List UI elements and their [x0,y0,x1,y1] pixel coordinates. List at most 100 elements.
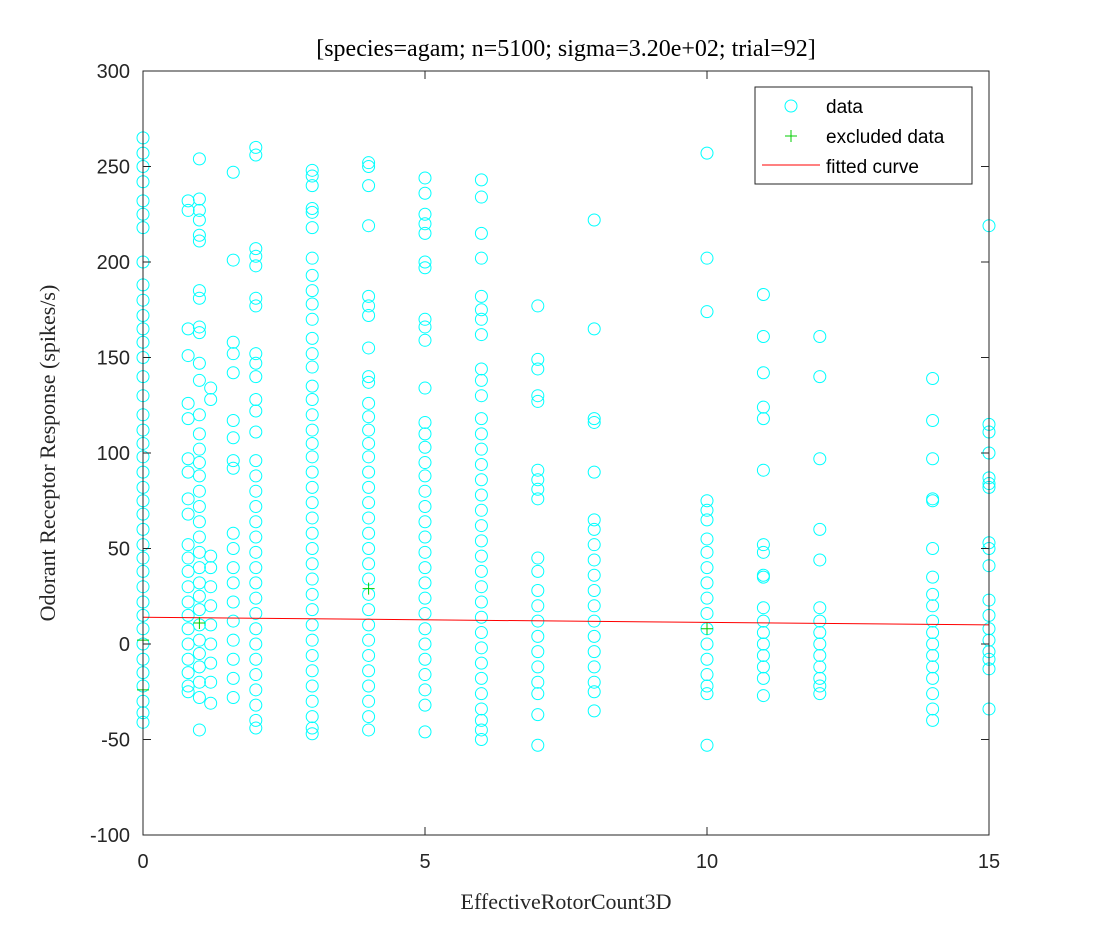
data-point [474,312,488,326]
data-point [249,425,263,439]
data-point [756,614,770,628]
data-point [474,564,488,578]
data-point [813,601,827,615]
fitted-curve-line [142,616,990,626]
data-point [305,542,319,555]
data-point [192,203,206,217]
data-point [192,326,206,340]
data-point [756,400,770,414]
data-point [700,652,714,666]
data-point [226,576,240,590]
data-point [226,165,240,179]
data-point [362,450,376,464]
data-point [813,329,827,343]
data-point [418,637,432,651]
data-point [305,679,319,693]
legend-data-label: data [826,97,863,118]
data-point [700,305,714,319]
data-point [362,299,376,313]
data-point [362,423,376,437]
x-tick-label: 10 [696,851,718,873]
data-point [926,702,940,716]
data-point [362,511,376,525]
data-point [474,389,488,403]
data-point [249,652,263,666]
data-point [700,513,714,527]
data-point [204,696,218,710]
data-point [192,660,206,674]
data-point [305,694,319,708]
data-point [181,551,195,565]
data-point [305,496,319,510]
data-point [226,614,240,628]
data-point [305,393,319,407]
data-point [756,626,770,640]
data-point [362,542,376,555]
data-point [756,601,770,615]
data-point [249,242,263,256]
data-point [474,457,488,471]
data-point [249,561,263,575]
data-point [474,549,488,563]
data-point [226,347,240,361]
data-point [474,442,488,456]
data-point [192,373,206,387]
data-point [181,492,195,506]
data-point [756,545,770,559]
chart-title: [species=agam; n=5100; sigma=3.20e+02; t… [316,36,816,62]
data-point [181,507,195,521]
data-point [192,589,206,603]
data-point [305,221,319,235]
data-point [756,660,770,674]
data-point [192,291,206,305]
data-point [756,463,770,477]
data-point [249,668,263,682]
data-point [305,465,319,479]
data-point [474,251,488,265]
data-point [474,702,488,716]
data-point [192,603,206,617]
data-point [192,545,206,559]
data-point [362,603,376,617]
data-point [192,530,206,544]
data-point [192,427,206,441]
data-point [181,396,195,410]
data-point [249,259,263,273]
data-point [362,694,376,708]
data-point [418,683,432,697]
data-point [249,148,263,162]
data-point [700,146,714,160]
data-point [418,530,432,544]
data-point [226,561,240,575]
data-point [700,532,714,546]
data-point [531,299,545,313]
data-point [418,545,432,559]
y-axis-label: Odorant Receptor Response (spikes/s) [35,285,60,622]
data-point [813,660,827,674]
data-point [192,515,206,529]
data-point [181,538,195,552]
x-axis-label: EffectiveRotorCount3D [461,889,672,914]
data-point [249,291,263,305]
data-point [305,202,319,216]
fit-layer [142,616,990,626]
data-point [926,494,940,508]
data-point [181,412,195,426]
data-point [531,463,545,477]
data-point [700,637,714,651]
data-point [226,542,240,555]
data-point [249,530,263,544]
data-point [531,362,545,376]
data-point [813,553,827,567]
data-point [531,629,545,643]
data-point [418,652,432,666]
data-point [362,410,376,424]
data-point [587,538,601,552]
data-point [249,515,263,529]
data-point [926,713,940,727]
data-point [362,723,376,737]
data-point [181,608,195,622]
data-point [418,217,432,231]
data-point [204,393,218,407]
